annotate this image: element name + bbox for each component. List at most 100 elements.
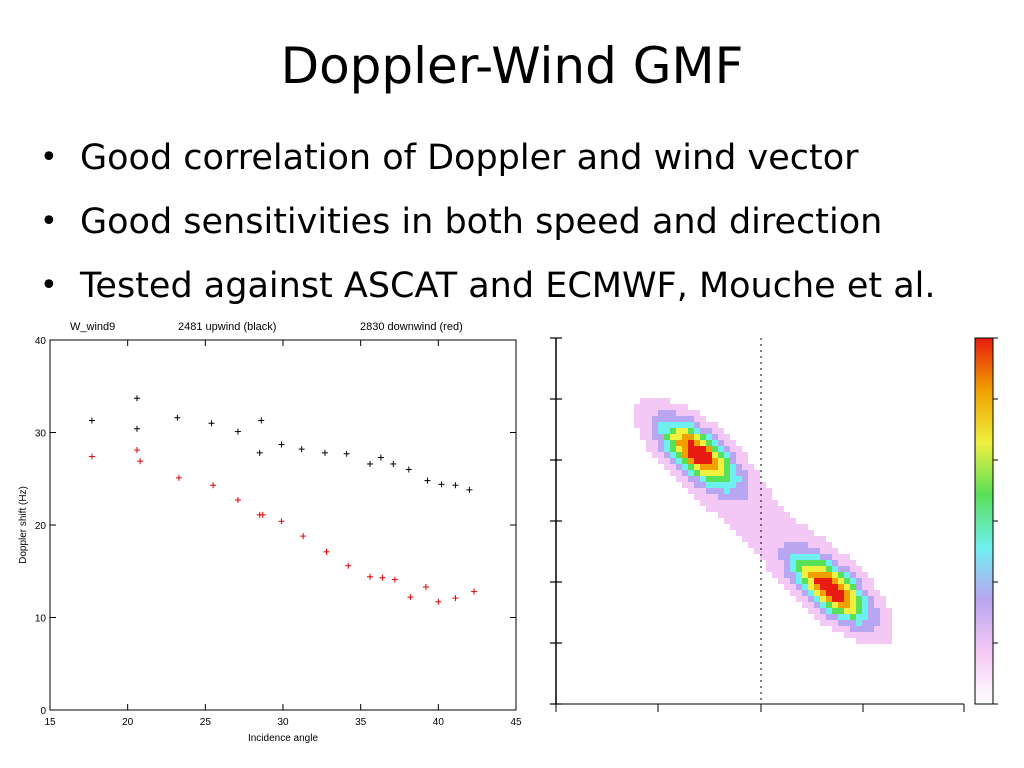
heatmap-cell	[718, 506, 725, 513]
heatmap-cell	[802, 548, 809, 555]
heatmap-cell	[850, 560, 857, 567]
heatmap-cell	[862, 644, 869, 651]
heatmap-cell	[718, 470, 725, 477]
heatmap-cell	[724, 482, 731, 489]
heatmap-cell	[892, 626, 899, 633]
heatmap-cell	[838, 608, 845, 615]
heatmap-cell	[670, 440, 677, 447]
heatmap-cell	[688, 470, 695, 477]
wind-doppler-heatmap	[550, 337, 998, 712]
x-tick-label: 20	[122, 717, 134, 728]
heatmap-cell	[664, 386, 671, 393]
heatmap-cell	[892, 644, 899, 651]
heatmap-cell	[748, 500, 755, 507]
heatmap-cell	[754, 494, 761, 501]
heatmap-cell	[646, 410, 653, 417]
heatmap-cell	[844, 566, 851, 573]
heatmap-cell	[628, 386, 635, 393]
heatmap-cell	[754, 542, 761, 549]
heatmap-cell	[634, 434, 641, 441]
heatmap-cell	[658, 452, 665, 459]
heatmap-cell	[670, 404, 677, 411]
heatmap-cell	[814, 626, 821, 633]
heatmap-cell	[628, 428, 635, 435]
slide-title: Doppler-Wind GMF	[280, 37, 744, 95]
data-point-marker	[366, 460, 373, 467]
plot-header-label: 2481 upwind (black)	[178, 321, 276, 333]
heatmap-cell	[688, 506, 695, 513]
heatmap-cell	[904, 632, 911, 639]
heatmap-cell	[820, 542, 827, 549]
heatmap-cell	[772, 500, 779, 507]
heatmap-cell	[616, 416, 623, 423]
data-point-marker	[234, 428, 241, 435]
heatmap-cell	[838, 626, 845, 633]
heatmap-cell	[802, 554, 809, 561]
heatmap-cell	[700, 452, 707, 459]
heatmap-cell	[820, 572, 827, 579]
heatmap-cell	[748, 476, 755, 483]
heatmap-cell	[670, 482, 677, 489]
heatmap-cell	[766, 530, 773, 537]
heatmap-cell	[874, 650, 881, 657]
heatmap-cell	[862, 560, 869, 567]
heatmap-cell	[838, 578, 845, 585]
heatmap-cell	[856, 614, 863, 621]
heatmap-cell	[694, 482, 701, 489]
heatmap-cell	[658, 482, 665, 489]
heatmap-cell	[646, 416, 653, 423]
heatmap-cell	[796, 518, 803, 525]
heatmap-cell	[838, 548, 845, 555]
heatmap-cell	[838, 596, 845, 603]
heatmap-cell	[604, 398, 611, 405]
heatmap-cell	[712, 452, 719, 459]
heatmap-cell	[706, 464, 713, 471]
heatmap-cell	[688, 410, 695, 417]
data-point-marker	[174, 414, 181, 421]
heatmap-cell	[814, 542, 821, 549]
heatmap-cell	[754, 512, 761, 519]
heatmap-cell	[640, 452, 647, 459]
heatmap-cell	[772, 488, 779, 495]
bullet-text: Good sensitivities in both speed and dir…	[80, 202, 883, 242]
heatmap-cell	[670, 476, 677, 483]
heatmap-cell	[736, 470, 743, 477]
heatmap-cell	[838, 554, 845, 561]
heatmap-cell	[670, 428, 677, 435]
heatmap-cell	[742, 500, 749, 507]
heatmap-cell	[748, 482, 755, 489]
heatmap-cell	[880, 614, 887, 621]
heatmap-cell	[862, 590, 869, 597]
heatmap-cell	[808, 602, 815, 609]
heatmap-cell	[724, 518, 731, 525]
heatmap-cell	[676, 434, 683, 441]
heatmap-cell	[736, 548, 743, 555]
heatmap-cell	[622, 404, 629, 411]
heatmap-cell	[808, 524, 815, 531]
heatmap-cell	[616, 410, 623, 417]
heatmap-cell	[748, 524, 755, 531]
heatmap-cell	[670, 410, 677, 417]
heatmap-cell	[610, 404, 617, 411]
data-point-marker	[424, 477, 431, 484]
heatmap-cell	[646, 404, 653, 411]
heatmap-cell	[628, 410, 635, 417]
heatmap-cell	[790, 590, 797, 597]
heatmap-cell	[724, 452, 731, 459]
heatmap-cell	[670, 464, 677, 471]
heatmap-cell	[772, 554, 779, 561]
heatmap-cell	[682, 404, 689, 411]
heatmap-cell	[748, 494, 755, 501]
data-point-marker	[133, 395, 140, 402]
heatmap-cell	[748, 566, 755, 573]
heatmap-cell	[844, 620, 851, 627]
heatmap-cell	[754, 530, 761, 537]
heatmap-cell	[664, 476, 671, 483]
heatmap-cell	[688, 464, 695, 471]
heatmap-cell	[790, 512, 797, 519]
data-point-marker	[452, 482, 459, 489]
heatmap-cell	[670, 434, 677, 441]
data-point-marker	[391, 576, 398, 583]
heatmap-cell	[730, 542, 737, 549]
heatmap-cell	[742, 524, 749, 531]
